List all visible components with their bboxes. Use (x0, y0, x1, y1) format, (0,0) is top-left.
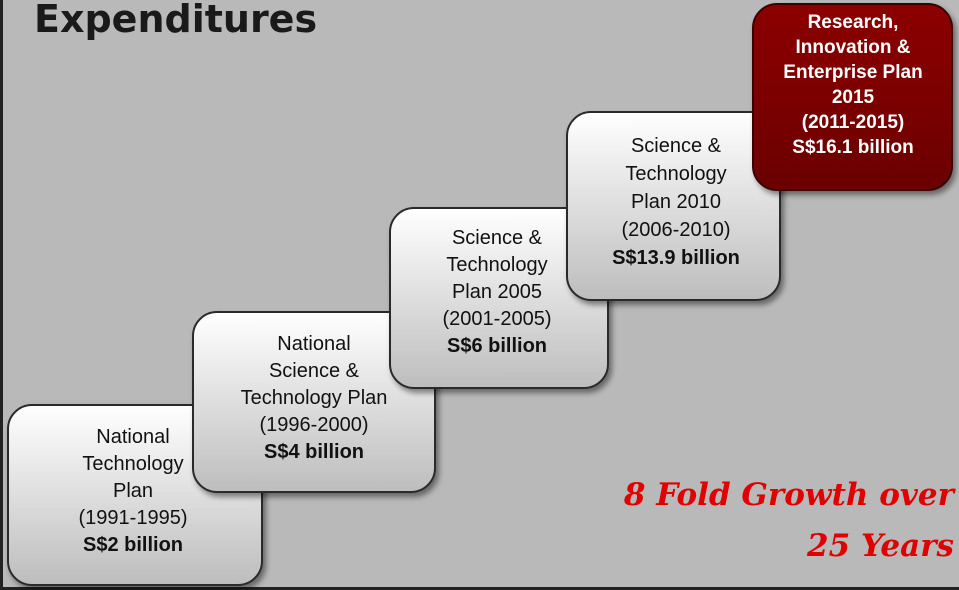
step-label: Technology (446, 254, 547, 276)
step-amount: S$4 billion (264, 441, 364, 463)
step-label: Research, (808, 12, 899, 33)
step-box (752, 3, 953, 191)
step-period: (2001-2005) (443, 308, 552, 330)
step-label: National (96, 426, 169, 448)
tagline: 8 Fold Growth over (623, 477, 957, 513)
step-period: (1991-1995) (79, 507, 188, 529)
plan-step: Research, Innovation & Enterprise Plan 2015… (752, 3, 953, 191)
step-label: Enterprise Plan (783, 62, 922, 83)
step-period: (2011-2015) (802, 112, 904, 133)
plan-step: National Science & Technology Plan (1996-20… (192, 311, 436, 493)
plan-step: Science & Technology Plan 2010 (2006-2010) S… (566, 111, 781, 301)
step-amount: S$6 billion (447, 335, 547, 357)
slide-title: Expenditures (34, 0, 317, 41)
step-label: Innovation & (795, 37, 910, 58)
step-label: Technology (625, 163, 726, 185)
step-amount: S$2 billion (83, 534, 183, 556)
step-period: (1996-2000) (260, 414, 369, 436)
step-box (192, 311, 436, 493)
step-label: Plan 2010 (631, 191, 721, 213)
step-label: Technology (82, 453, 183, 475)
step-label: Technology Plan (241, 387, 388, 409)
step-label: Science & (631, 135, 722, 157)
step-amount: S$16.1 billion (792, 137, 913, 158)
step-label: Plan 2005 (452, 281, 542, 303)
step-label: 2015 (832, 87, 875, 108)
step-label: Science & (452, 227, 543, 249)
step-amount: S$13.9 billion (612, 247, 740, 269)
step-period: (2006-2010) (622, 219, 731, 241)
step-label: Science & (269, 360, 360, 382)
plan-step: Science & Technology Plan 2005 (2001-2005) S… (389, 207, 609, 389)
tagline: 25 Years (806, 528, 954, 564)
step-box (566, 111, 781, 301)
step-label: National (277, 333, 350, 355)
step-label: Plan (113, 480, 153, 502)
